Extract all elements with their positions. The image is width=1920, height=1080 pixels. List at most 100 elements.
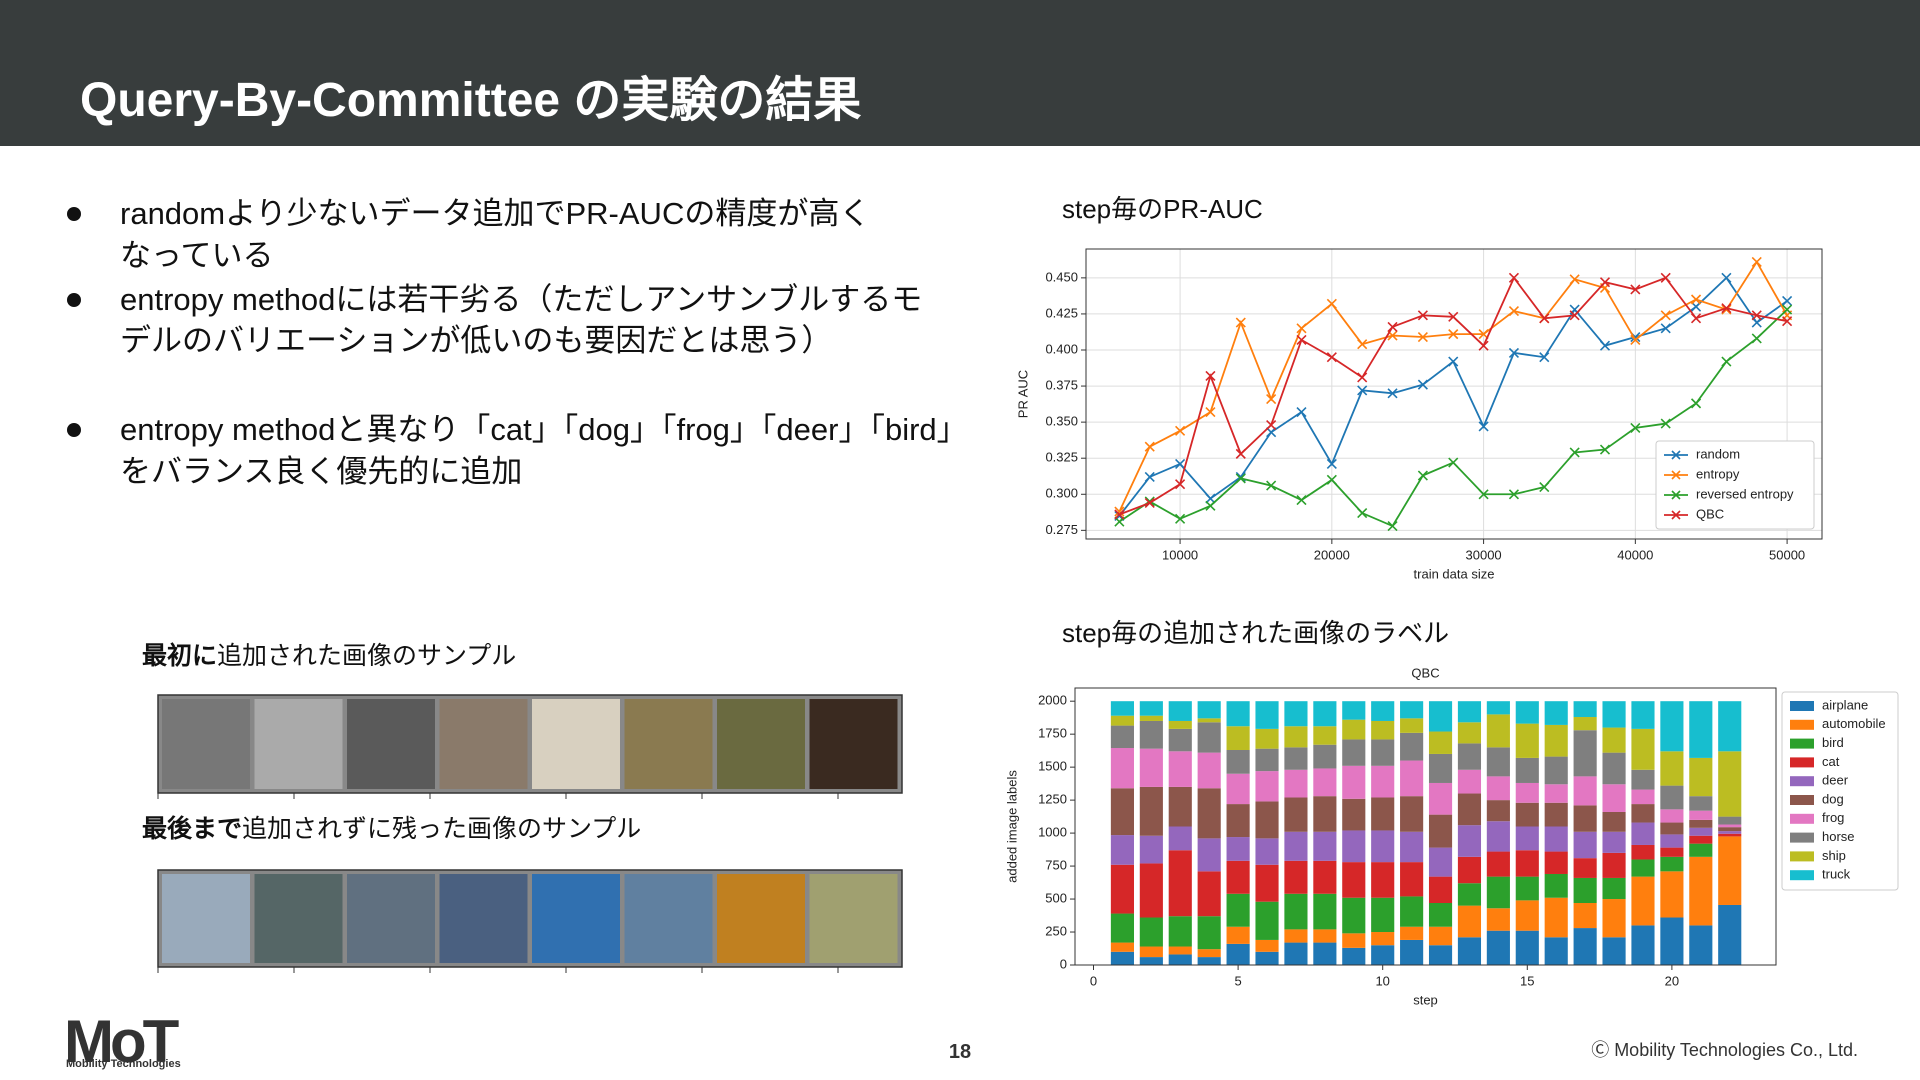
- bar-segment: [1226, 701, 1250, 727]
- point-marker: [1690, 398, 1702, 409]
- bar-segment: [1486, 714, 1510, 748]
- bar-segment: [1631, 804, 1655, 823]
- bar-segment: [1110, 951, 1134, 965]
- bar-segment: [1689, 819, 1713, 828]
- bar-segment: [1226, 773, 1250, 805]
- bar-segment: [1573, 805, 1597, 832]
- bar-segment: [1486, 908, 1510, 931]
- chart-title: QBC: [1411, 665, 1439, 680]
- x-tick-label: 30000: [1466, 547, 1502, 562]
- point-marker: [1782, 304, 1793, 315]
- bar-segment: [1428, 926, 1453, 946]
- point-marker: [1508, 305, 1520, 317]
- point-marker: [1144, 497, 1155, 508]
- legend-swatch: [1671, 510, 1681, 520]
- bar-segment: [1371, 897, 1395, 933]
- bar-segment: [1515, 782, 1539, 803]
- bar-segment: [1718, 831, 1742, 834]
- bar-segment: [1544, 897, 1568, 938]
- legend-swatch: [1790, 701, 1814, 711]
- bar-segment: [1197, 949, 1221, 958]
- bar-segment: [1313, 929, 1337, 943]
- bar-segment: [1689, 856, 1713, 926]
- bar-segment: [1255, 864, 1279, 902]
- point-marker: [1205, 370, 1216, 382]
- bar-segment: [1168, 751, 1192, 787]
- bar-segment: [1602, 852, 1626, 878]
- point-marker: [1296, 406, 1307, 418]
- bar-segment: [1342, 830, 1366, 863]
- bar-segment: [1168, 786, 1192, 827]
- bar-segment: [1226, 893, 1250, 927]
- sample-image: [809, 874, 898, 963]
- legend-swatch: [1671, 450, 1681, 460]
- bar-segment: [1255, 838, 1279, 865]
- point-marker: [1599, 277, 1611, 288]
- bar-segment: [1515, 850, 1539, 877]
- header-band: [0, 0, 1920, 146]
- bar-segment: [1371, 765, 1395, 798]
- y-tick-label: 1000: [1038, 825, 1067, 840]
- bar-segment: [1255, 801, 1279, 839]
- point-marker: [1175, 479, 1186, 490]
- bar-segment: [1631, 876, 1655, 926]
- point-marker: [1326, 458, 1337, 470]
- bar-segment: [1400, 862, 1424, 897]
- y-tick-label: 2000: [1038, 693, 1067, 708]
- bar-segment: [1602, 752, 1626, 785]
- bar-segment: [1371, 797, 1395, 831]
- point-marker: [1326, 298, 1337, 309]
- bar-segment: [1139, 748, 1163, 787]
- bar-segment: [1226, 837, 1250, 861]
- bar-segment: [1602, 899, 1626, 938]
- bullet-text: randomより少ないデータ追加でPR-AUCの精度が高く: [120, 196, 870, 231]
- sample-image: [254, 699, 343, 789]
- bar-segment: [1313, 942, 1337, 965]
- bar-segment: [1631, 789, 1655, 805]
- y-tick-label: 750: [1045, 858, 1067, 873]
- bar-segment: [1573, 701, 1597, 718]
- point-marker: [1357, 385, 1368, 396]
- bar-segment: [1486, 747, 1510, 777]
- bar-segment: [1284, 747, 1308, 770]
- sample-image: [162, 874, 250, 963]
- bar-segment: [1515, 757, 1539, 783]
- bar-segment: [1197, 718, 1221, 723]
- point-marker: [1175, 425, 1186, 436]
- legend-label: automobile: [1822, 716, 1886, 731]
- bar-segment: [1457, 793, 1482, 826]
- chart-heading: step毎の追加された画像のラベル: [1062, 618, 1449, 648]
- x-axis-label: train data size: [1414, 566, 1495, 581]
- point-marker: [1114, 509, 1125, 520]
- bar-segment: [1110, 835, 1134, 865]
- sample-image: [624, 874, 713, 963]
- legend-swatch: [1790, 813, 1814, 824]
- y-axis-label: added image labels: [1004, 770, 1019, 883]
- bar-segment: [1660, 834, 1684, 848]
- bullet-text: をバランス良く優先的に追加: [120, 454, 522, 489]
- bar-segment: [1342, 765, 1366, 799]
- bar-segment: [1255, 728, 1279, 749]
- y-tick-label: 1250: [1038, 792, 1067, 807]
- point-marker: [1296, 494, 1307, 506]
- point-marker: [1569, 447, 1580, 458]
- x-tick-label: 50000: [1769, 547, 1805, 562]
- plot-frame: [1074, 687, 1777, 966]
- legend-swatch: [1790, 757, 1814, 768]
- bar-segment: [1515, 900, 1539, 931]
- bar-segment: [1660, 856, 1684, 872]
- point-marker: [1387, 388, 1398, 399]
- bar-segment: [1313, 768, 1337, 797]
- bar-segment: [1168, 728, 1192, 752]
- point-marker: [1205, 500, 1216, 511]
- x-tick-label: 20: [1665, 973, 1679, 988]
- bar-segment: [1515, 701, 1539, 724]
- bar-segment: [1428, 731, 1453, 754]
- bar-segment: [1689, 835, 1713, 844]
- bar-segment: [1255, 701, 1279, 729]
- bar-segment: [1573, 730, 1597, 777]
- y-tick-label: 0.325: [1045, 450, 1078, 465]
- point-marker: [1782, 295, 1793, 307]
- bar-segment: [1313, 796, 1337, 832]
- bar-segment: [1428, 903, 1453, 927]
